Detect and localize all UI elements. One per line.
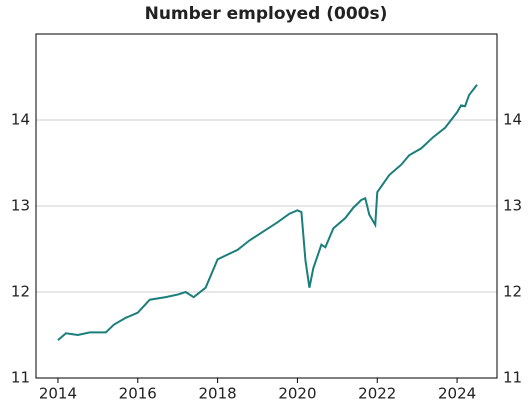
line-series (57, 84, 478, 341)
y-tick-label: 14 (11, 111, 30, 129)
y-tick-label-right: 11 (503, 369, 522, 387)
y-tick-label: 13 (11, 197, 30, 215)
x-tick-label: 2018 (199, 385, 237, 403)
y-tick-label-right: 14 (503, 111, 522, 129)
chart-title: Number employed (000s) (145, 4, 388, 24)
x-tick-label: 2020 (278, 385, 316, 403)
x-tick-label: 2022 (358, 385, 396, 403)
plot-frame (35, 33, 498, 379)
y-tick-label: 11 (11, 369, 30, 387)
x-tick-label: 2016 (119, 385, 157, 403)
y-tick-label-right: 13 (503, 197, 522, 215)
y-tick-label-right: 12 (503, 283, 522, 301)
x-tick-label: 2014 (39, 385, 77, 403)
y-tick-label: 12 (11, 283, 30, 301)
x-tick-label: 2024 (438, 385, 476, 403)
